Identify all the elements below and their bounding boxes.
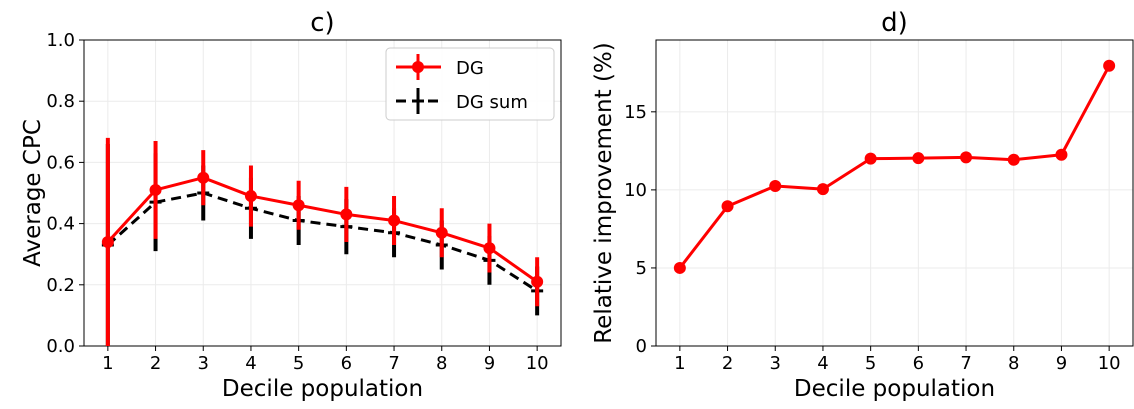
chart0-series-0-line: [106, 176, 539, 283]
chart1-x-tick-label: 7: [960, 353, 971, 374]
chart0-series-0-point: [483, 242, 496, 255]
chart0-x-tick-label: 7: [388, 353, 399, 374]
chart1-series-0-point: [960, 151, 973, 164]
chart1-title: d): [881, 8, 908, 38]
chart0-series-1-line: [106, 191, 538, 293]
chart0-x-tick-label: 3: [198, 353, 209, 374]
chart0-y-tick-label: 0.0: [46, 336, 75, 357]
chart0-y-tick-label: 1.0: [46, 30, 75, 51]
chart0-title: c): [310, 8, 334, 38]
chart0-x-tick-label: 9: [484, 353, 495, 374]
chart1-y-tick-label: 0: [636, 336, 647, 357]
chart0-series-0-point: [531, 275, 544, 288]
chart1-x-tick-label: 9: [1056, 353, 1067, 374]
chart1-series-0-point: [816, 183, 829, 196]
chart1-x-tick-label: 10: [1098, 353, 1121, 374]
chart0-y-tick-label: 0.4: [46, 214, 75, 235]
chart0-series-0-point: [292, 199, 305, 212]
chart0-x-axis-label: Decile population: [222, 376, 423, 402]
chart1-series-0-point: [673, 261, 686, 274]
chart1-x-tick-label: 5: [865, 353, 876, 374]
chart1-x-tick-label: 2: [722, 353, 733, 374]
chart0-series-0-point: [149, 183, 162, 196]
chart0-legend-marker-0: [412, 61, 424, 73]
chart0-series-0-point: [101, 235, 114, 248]
chart0-y-tick-label: 0.2: [46, 275, 75, 296]
chart1-series-0-point: [1055, 148, 1068, 161]
chart0-series-0-point: [197, 171, 210, 184]
chart1-y-tick-label: 15: [624, 102, 647, 123]
chart1-series-0-point: [721, 200, 734, 213]
chart1-series-0-point: [864, 152, 877, 165]
chart0-y-tick-label: 0.6: [46, 152, 75, 173]
chart1-series-0-point: [912, 152, 925, 165]
chart1-series-0-point: [1103, 59, 1116, 72]
chart0-x-tick-label: 8: [436, 353, 447, 374]
chart0-legend-label-1: DG sum: [456, 92, 528, 113]
chart0-plot-frame: [83, 39, 562, 347]
chart0-x-tick-label: 10: [526, 353, 549, 374]
chart0-x-tick-label: 5: [293, 353, 304, 374]
chart0-x-tick-label: 1: [102, 353, 113, 374]
chart0-series-0-point: [340, 208, 353, 221]
chart0-series-0-point: [244, 190, 257, 203]
chart1-series-0-line: [678, 65, 1111, 269]
chart1-x-tick-label: 4: [817, 353, 828, 374]
chart0-y-tick-label: 0.8: [46, 91, 75, 112]
chart0-series-0-point: [388, 214, 401, 227]
chart1-x-axis-label: Decile population: [794, 376, 995, 402]
chart1-x-tick-label: 1: [674, 353, 685, 374]
chart1-x-tick-label: 3: [770, 353, 781, 374]
chart1-plot-frame: [655, 39, 1134, 347]
chart1-x-tick-label: 6: [913, 353, 924, 374]
chart0-y-axis-label: Average CPC: [20, 119, 46, 267]
chart1-series-0-point: [1007, 153, 1020, 166]
chart0-legend-label-0: DG: [456, 58, 484, 79]
chart0-series-0-point: [435, 226, 448, 239]
chart1-series-0-point: [769, 179, 782, 192]
chart1-x-tick-label: 8: [1008, 353, 1019, 374]
chart0-x-tick-label: 2: [150, 353, 161, 374]
chart1-y-tick-label: 10: [624, 180, 647, 201]
chart1-y-tick-label: 5: [636, 258, 647, 279]
chart0-x-tick-label: 4: [245, 353, 256, 374]
chart1-y-axis-label: Relative improvement (%): [591, 42, 617, 344]
chart0-x-tick-label: 6: [341, 353, 352, 374]
